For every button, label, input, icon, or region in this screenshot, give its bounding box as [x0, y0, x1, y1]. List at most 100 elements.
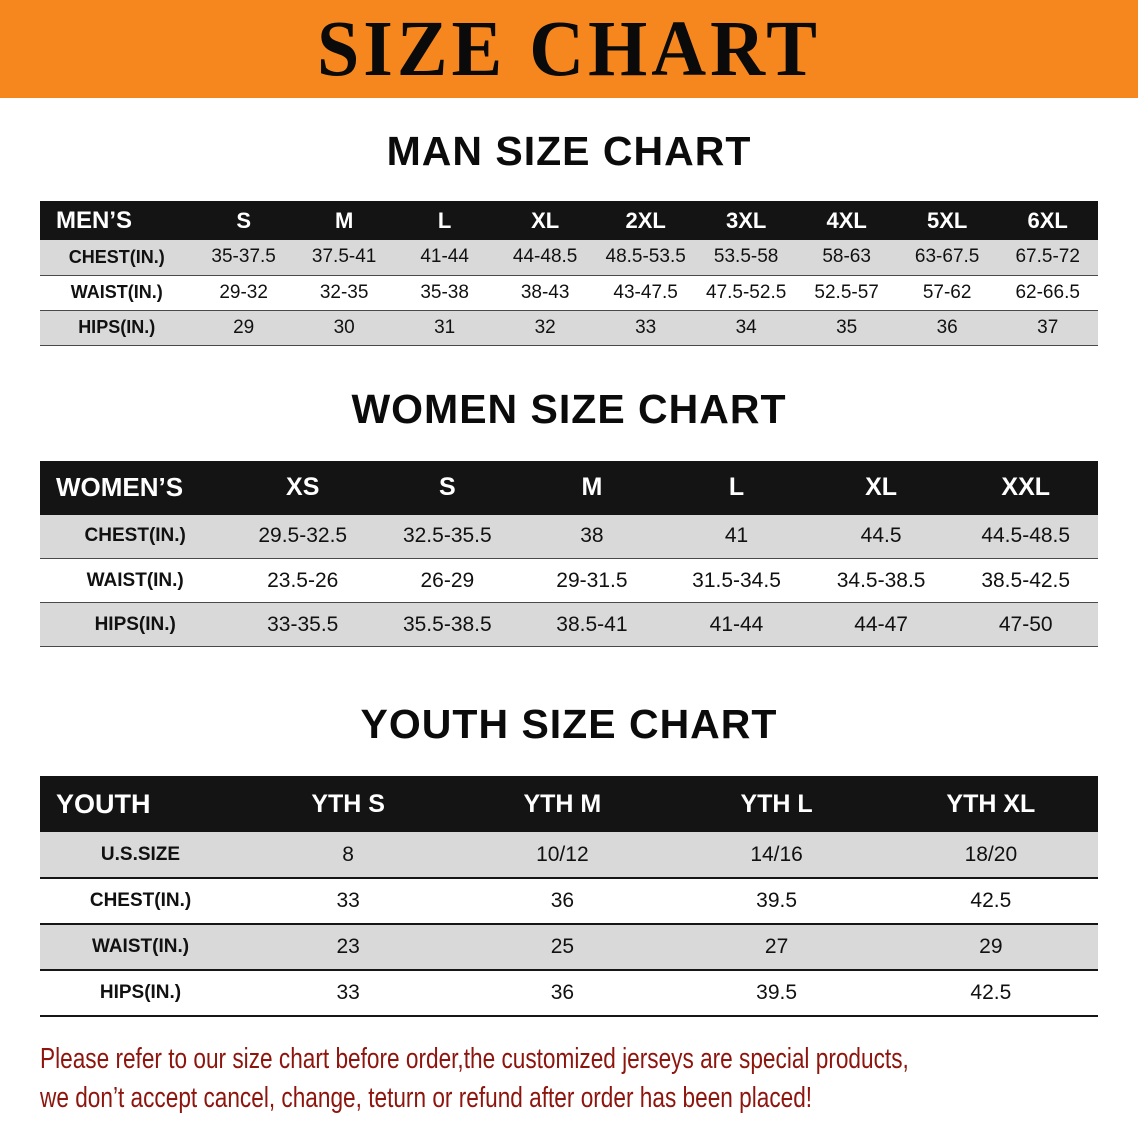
value-cell: 44-47: [854, 612, 908, 636]
value-cell: 58-63: [822, 246, 871, 268]
footer-note-line2: we don’t accept cancel, change, teturn o…: [40, 1082, 813, 1114]
value-cell: 41-44: [709, 612, 764, 636]
value-cell: 42.5: [970, 981, 1012, 1004]
table-row: CHEST(IN.) 35-37.5 37.5-41 41-44 44-48.5 48.5…: [40, 240, 1098, 275]
value-cell: 39.5: [756, 981, 798, 1004]
value-cell: 32-35: [319, 281, 369, 303]
value-cell: 47-50: [998, 612, 1053, 636]
value-cell: 38.5-42.5: [981, 568, 1071, 592]
men-size-table: MEN’S S M L XL 2XL 3XL 4XL 5XL 6XL CHEST(IN.) 35-37…: [40, 201, 1098, 346]
row-label-cell: WAIST(IN.): [70, 282, 163, 302]
table-row: WAIST(IN.) 29-32 32-35 35-38 38-43 43-47.5 47.…: [40, 275, 1098, 310]
value-cell: 42.5: [970, 889, 1012, 912]
size-header-cell: YTH L: [669, 776, 884, 832]
row-label-cell: HIPS(IN.): [99, 982, 182, 1003]
row-label-cell: CHEST(IN.): [68, 246, 165, 267]
table-header-row: MEN’S S M L XL 2XL 3XL 4XL 5XL 6XL: [40, 201, 1098, 240]
value-cell: 23.5-26: [267, 568, 339, 592]
value-cell: 31.5-34.5: [692, 568, 781, 592]
value-cell: 32.5-35.5: [402, 524, 492, 548]
size-header-cell: 3XL: [695, 201, 797, 240]
table-title-cell: MEN’S: [40, 201, 194, 240]
women-size-section: WOMEN SIZE CHART WOMEN’S XS S M L XL XXL CHEST(…: [40, 386, 1098, 648]
size-header-cell: XL: [494, 201, 596, 240]
value-cell: 29.5-32.5: [258, 524, 348, 548]
value-cell: 35.5-38.5: [402, 612, 492, 636]
value-cell: 44.5-48.5: [981, 524, 1071, 548]
value-cell: 23: [336, 935, 360, 958]
table-title-cell: YOUTH: [40, 776, 242, 832]
value-cell: 41-44: [420, 246, 469, 268]
value-cell: 67.5-72: [1015, 246, 1080, 268]
size-header-cell: S: [193, 201, 294, 240]
content: MAN SIZE CHART MEN’S S M L XL 2XL 3XL 4XL 5XL 6XL…: [0, 128, 1138, 1115]
value-cell: 35-38: [420, 281, 469, 303]
value-cell: 33: [336, 889, 360, 912]
value-cell: 35-37.5: [211, 246, 276, 268]
value-cell: 43-47.5: [613, 281, 678, 303]
value-cell: 33-35.5: [267, 612, 339, 636]
row-label-cell: CHEST(IN.): [89, 890, 192, 911]
value-cell: 29-31.5: [556, 568, 628, 592]
size-header-cell: 6XL: [997, 201, 1098, 240]
value-cell: 18/20: [964, 842, 1018, 866]
value-cell: 48.5-53.5: [605, 246, 686, 268]
value-cell: 44.5: [860, 524, 902, 548]
value-cell: 29-32: [219, 281, 268, 303]
row-label-cell: U.S.SIZE: [100, 843, 181, 865]
size-header-cell: XXL: [953, 460, 1098, 515]
size-header-cell: M: [519, 460, 665, 515]
women-size-table: WOMEN’S XS S M L XL XXL CHEST(IN.) 29.5-32.5 32.5…: [40, 460, 1098, 648]
table-row: CHEST(IN.) 29.5-32.5 32.5-35.5 38 41 44.5 44.5…: [40, 514, 1098, 559]
value-cell: 63-67.5: [914, 246, 980, 268]
value-cell: 31: [434, 316, 456, 338]
row-label-cell: WAIST(IN.): [91, 936, 190, 957]
value-cell: 33: [635, 316, 657, 338]
value-cell: 29: [233, 316, 255, 338]
value-cell: 36: [550, 981, 575, 1004]
size-header-cell: 4XL: [796, 201, 897, 240]
table-title-cell: WOMEN’S: [40, 460, 231, 515]
size-header-cell: YTH S: [241, 776, 456, 832]
size-header-cell: L: [664, 460, 809, 515]
value-cell: 34: [735, 316, 757, 338]
value-cell: 52.5-57: [814, 281, 879, 303]
value-cell: 53.5-58: [713, 246, 779, 268]
size-header-cell: YTH XL: [883, 776, 1098, 832]
value-cell: 44-48.5: [512, 246, 578, 268]
value-cell: 29: [979, 935, 1003, 958]
value-cell: 57-62: [922, 281, 972, 303]
value-cell: 30: [333, 316, 355, 338]
value-cell: 35: [836, 316, 858, 338]
value-cell: 26-29: [420, 568, 475, 592]
value-cell: 32: [534, 316, 556, 338]
value-cell: 38.5-41: [556, 612, 628, 636]
value-cell: 38: [580, 524, 604, 548]
footer-note-line1: Please refer to our size chart before or…: [40, 1043, 909, 1075]
table-header-row: WOMEN’S XS S M L XL XXL: [40, 460, 1098, 515]
row-label-cell: HIPS(IN.): [94, 613, 176, 635]
size-header-cell: XS: [230, 460, 376, 515]
youth-size-section: YOUTH SIZE CHART YOUTH YTH S YTH M YTH L YTH…: [40, 701, 1098, 1017]
table-row: WAIST(IN.) 23.5-26 26-29 29-31.5 31.5-34.5 34…: [40, 558, 1098, 603]
value-cell: 27: [764, 935, 789, 958]
table-row: WAIST(IN.) 23 25 27 29: [40, 924, 1098, 970]
value-cell: 25: [550, 935, 575, 958]
size-header-cell: L: [394, 201, 495, 240]
size-header-cell: 5XL: [896, 201, 998, 240]
table-header-row: YOUTH YTH S YTH M YTH L YTH XL: [40, 776, 1098, 832]
table-row: CHEST(IN.) 33 36 39.5 42.5: [40, 878, 1098, 924]
page-title: SIZE CHART: [316, 4, 821, 93]
row-label-cell: WAIST(IN.): [86, 569, 184, 591]
men-section-title: MAN SIZE CHART: [386, 128, 752, 174]
size-header-cell: XL: [808, 460, 954, 515]
row-label-cell: HIPS(IN.): [78, 317, 156, 337]
value-cell: 37: [1037, 316, 1059, 338]
youth-section-title: YOUTH SIZE CHART: [360, 701, 778, 747]
value-cell: 33: [336, 981, 360, 1004]
value-cell: 38-43: [520, 281, 570, 303]
row-label-cell: CHEST(IN.): [84, 525, 186, 547]
youth-size-table: YOUTH YTH S YTH M YTH L YTH XL U.S.SIZE 8 10/12…: [40, 776, 1098, 1017]
size-header-cell: S: [375, 460, 520, 515]
table-row: HIPS(IN.) 33-35.5 35.5-38.5 38.5-41 41-44 44-…: [40, 602, 1098, 647]
